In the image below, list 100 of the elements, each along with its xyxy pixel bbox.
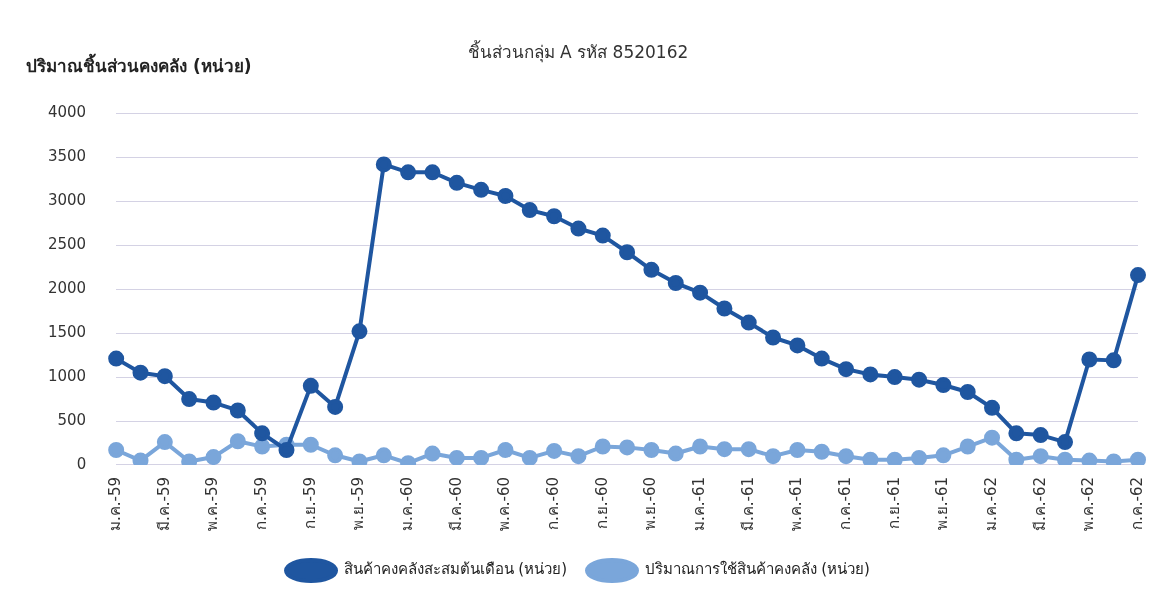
x-tick-label: ม.ค.-59 <box>106 476 125 532</box>
point <box>375 156 392 173</box>
point <box>1130 451 1146 465</box>
point <box>400 164 417 181</box>
point <box>375 447 392 464</box>
point <box>181 391 198 408</box>
point <box>278 442 295 459</box>
point <box>692 284 709 301</box>
point <box>911 371 928 388</box>
x-tick-label: พ.ค.-59 <box>203 476 222 532</box>
y-tick-label: 3000 <box>47 191 87 210</box>
x-tick-label: ม.ค.-60 <box>398 476 417 532</box>
point <box>424 445 441 462</box>
point <box>1008 451 1025 465</box>
point <box>886 369 903 386</box>
x-tick-label: ม.ค.-62 <box>981 476 1000 532</box>
point <box>448 449 465 465</box>
point <box>1130 267 1146 284</box>
point <box>254 425 271 442</box>
point <box>1105 352 1122 369</box>
point <box>132 452 149 465</box>
point <box>789 442 806 459</box>
point <box>838 448 855 465</box>
point <box>619 439 636 456</box>
point <box>886 451 903 465</box>
point <box>984 429 1001 446</box>
point <box>862 451 879 465</box>
point <box>205 449 222 465</box>
point <box>1032 448 1049 465</box>
point <box>740 441 757 458</box>
point <box>205 394 222 411</box>
point <box>108 442 125 459</box>
point <box>716 441 733 458</box>
point <box>1081 351 1098 368</box>
x-tick-label: พ.ค.-61 <box>787 476 806 532</box>
point <box>521 449 538 465</box>
point <box>862 366 879 383</box>
point <box>594 227 611 244</box>
point <box>667 275 684 292</box>
point <box>521 202 538 219</box>
legend-label: สินค้าคงคลังสะสมต้นเดือน (หน่วย) <box>343 560 568 579</box>
point <box>546 208 563 225</box>
y-tick-label: 500 <box>57 410 87 429</box>
point <box>1032 427 1049 444</box>
x-tick-label: พ.ค.-62 <box>1079 476 1098 532</box>
y-tick-label: 2500 <box>47 235 87 254</box>
x-tick-label: ก.ค.-60 <box>543 476 562 531</box>
point <box>302 436 319 453</box>
x-tick-label: มี.ค.-59 <box>154 476 173 532</box>
point <box>448 174 465 191</box>
x-tick-label: ม.ค.-61 <box>689 476 708 532</box>
point <box>619 244 636 261</box>
x-tick-label: ก.ค.-61 <box>835 476 854 531</box>
x-tick-label: มี.ค.-60 <box>446 476 465 532</box>
point <box>765 329 782 346</box>
x-tick-label: พ.ค.-60 <box>495 476 514 532</box>
x-tick-label: มี.ค.-61 <box>738 476 757 532</box>
point <box>1057 451 1074 465</box>
legend-label: ปริมาณการใช้สินค้าคงคลัง (หน่วย) <box>644 560 870 579</box>
point <box>424 164 441 181</box>
x-tick-label: พ.ย.-61 <box>933 476 952 531</box>
point <box>497 188 514 205</box>
y-tick-label: 1500 <box>47 323 87 342</box>
point <box>1081 452 1098 465</box>
point <box>497 442 514 459</box>
y-tick-label: 3500 <box>47 147 87 166</box>
point <box>1008 425 1025 442</box>
point <box>229 402 246 419</box>
x-tick-label: มี.ค.-62 <box>1030 476 1049 532</box>
point <box>229 433 246 450</box>
y-tick-label: 1000 <box>47 366 87 385</box>
y-tick-label: 0 <box>76 454 87 473</box>
x-tick-label: ก.ค.-59 <box>252 476 271 531</box>
point <box>473 449 490 465</box>
y-tick-label: 4000 <box>47 103 87 122</box>
point <box>935 447 952 464</box>
point <box>327 398 344 415</box>
point <box>302 377 319 394</box>
point <box>813 443 830 460</box>
x-tick-label: ก.ย.-59 <box>300 476 319 530</box>
point <box>351 323 368 340</box>
point <box>838 361 855 378</box>
point <box>935 376 952 393</box>
point <box>911 449 928 465</box>
point <box>473 181 490 198</box>
y-axis-title: ปริมาณชิ้นส่วนคงคลัง (หน่วย) <box>26 53 252 77</box>
point <box>959 438 976 455</box>
point <box>789 337 806 354</box>
point <box>984 399 1001 416</box>
point <box>156 368 173 385</box>
point <box>570 220 587 237</box>
point <box>643 442 660 459</box>
point <box>546 442 563 459</box>
point <box>132 364 149 381</box>
chart-title: ชิ้นส่วนกลุ่ม A รหัส 8520162 <box>467 39 689 63</box>
point <box>959 384 976 401</box>
point <box>594 438 611 455</box>
x-tick-label: ก.ค.-62 <box>1127 476 1146 531</box>
point <box>327 447 344 464</box>
point <box>643 261 660 278</box>
